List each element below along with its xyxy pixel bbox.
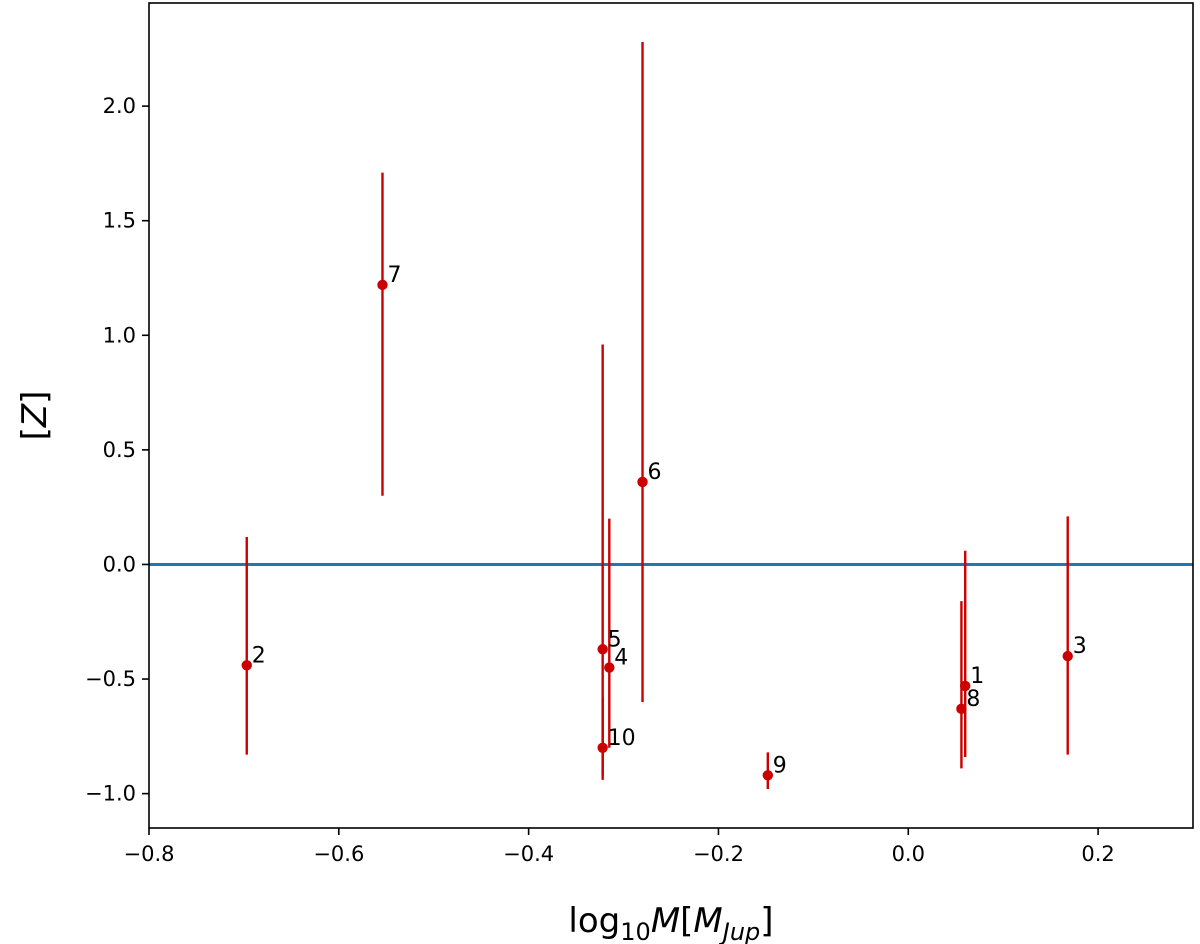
- data-point: [1062, 650, 1073, 662]
- y-tick-label: −1.0: [85, 782, 136, 806]
- plot-frame: [148, 2, 1194, 829]
- data-point: [762, 770, 774, 781]
- y-axis-label: [Z]: [15, 391, 55, 441]
- data-point: [241, 660, 252, 671]
- data-point: [604, 662, 615, 673]
- x-tick-label: 0.2: [1081, 842, 1114, 866]
- data-point-group: 10: [597, 697, 636, 780]
- data-point-group: 3: [1062, 516, 1087, 755]
- point-label: 4: [614, 646, 628, 671]
- y-tick-label: 2.0: [103, 94, 136, 118]
- data-point: [597, 644, 608, 655]
- point-label: 6: [648, 460, 662, 485]
- data-point: [597, 742, 608, 753]
- y-tick-label: 1.0: [103, 323, 136, 347]
- data-point-group: 8: [956, 601, 980, 769]
- x-axis-label: log10M[MJup]: [568, 901, 773, 944]
- point-label: 10: [608, 726, 636, 751]
- point-label: 5: [608, 627, 622, 652]
- x-tick-label: 0.0: [892, 842, 925, 866]
- series-layer: 1 2 3 45 6 7 8 9 10: [241, 41, 1087, 790]
- data-point-group: 2: [241, 536, 266, 755]
- data-point: [637, 476, 648, 488]
- y-tick-label: 0.5: [103, 438, 136, 462]
- data-point-group: 1: [960, 550, 984, 757]
- data-point: [956, 703, 967, 715]
- point-label: 3: [1073, 634, 1087, 659]
- x-tick-label: −0.2: [693, 842, 744, 866]
- x-tick-label: −0.6: [313, 842, 364, 866]
- y-tick-label: 1.5: [103, 209, 136, 233]
- data-point: [377, 279, 388, 291]
- y-tick-label: −0.5: [85, 667, 136, 691]
- point-label: 2: [252, 643, 266, 668]
- data-point-group: 9: [762, 752, 787, 790]
- point-label: 7: [387, 263, 401, 288]
- data-point-group: 6: [637, 41, 662, 702]
- data-point-group: 7: [377, 172, 401, 496]
- y-tick-label: 0.0: [103, 552, 136, 576]
- point-label: 8: [966, 687, 980, 712]
- x-tick-label: −0.4: [503, 842, 554, 866]
- point-label: 9: [773, 753, 787, 778]
- point-label: 1: [970, 664, 984, 689]
- x-tick-label: −0.8: [124, 842, 175, 866]
- data-point-group: 4: [604, 518, 628, 748]
- axes-layer: −0.8 −0.6 −0.4 −0.2 0.0 0.2 −1.0 −0.5 0.0 0.5 1.0 1…: [85, 94, 1115, 866]
